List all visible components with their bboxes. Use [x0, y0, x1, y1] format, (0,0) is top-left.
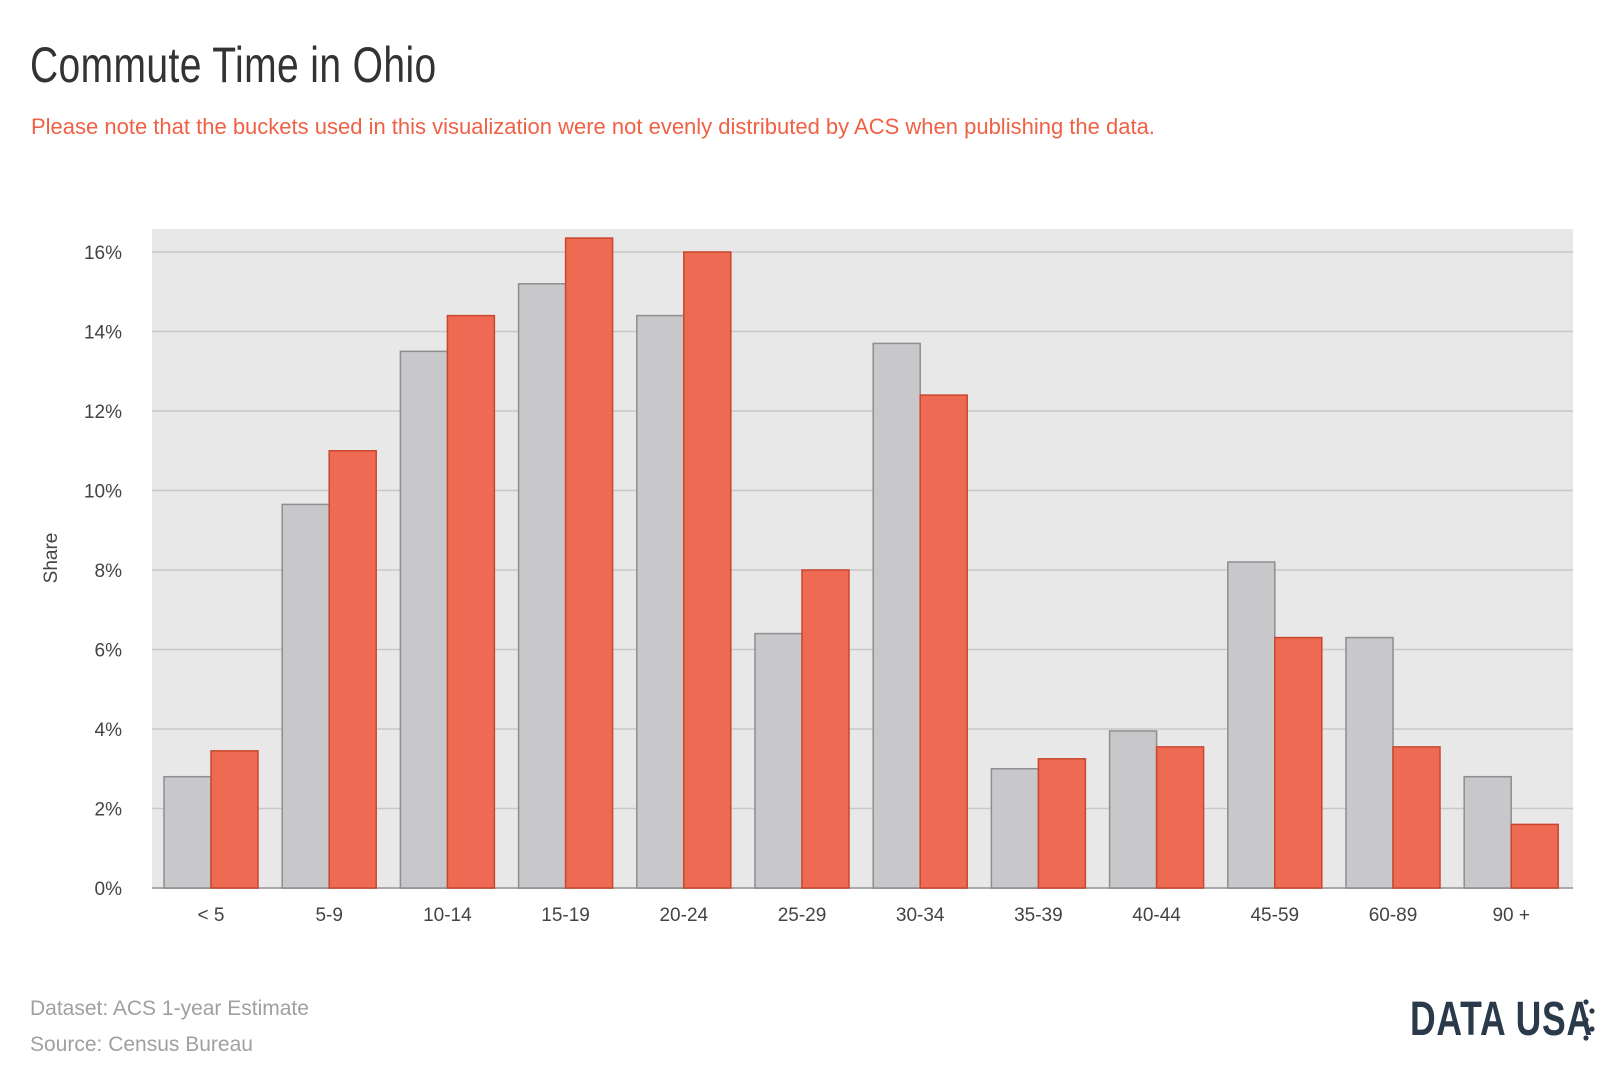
bar-grey[interactable]	[990, 768, 1040, 889]
bar-red[interactable]	[446, 314, 496, 889]
chart-title: Commute Time in Ohio	[30, 37, 437, 93]
bar-red[interactable]	[1155, 746, 1205, 889]
y-tick-label: 12%	[84, 402, 122, 423]
x-tick-label: 45-59	[1250, 905, 1299, 926]
x-tick-label: 60-89	[1369, 905, 1418, 926]
commute-bar-chart: 0% 2% 4% 6% 8% 10% 12% 14% 16% < 5 5-9 10-14 15-19 2…	[41, 229, 1573, 926]
bar-grey[interactable]	[754, 632, 803, 889]
bar-red[interactable]	[1037, 758, 1087, 889]
bar-grey[interactable]	[872, 342, 921, 889]
logo-text: DATA USA	[1410, 992, 1593, 1046]
y-tick-label: 10%	[84, 482, 122, 503]
y-tick-label: 0%	[95, 879, 123, 900]
bar-grey[interactable]	[1108, 730, 1158, 889]
y-tick-label: 16%	[84, 243, 122, 264]
y-tick-label: 8%	[95, 561, 123, 582]
star-dots-icon	[1583, 999, 1595, 1041]
x-tick-label: 35-39	[1014, 905, 1063, 926]
x-tick-label: 20-24	[659, 905, 708, 926]
bar-red[interactable]	[1510, 823, 1559, 889]
x-tick-label: 40-44	[1132, 905, 1181, 926]
x-tick-labels: < 5 5-9 10-14 15-19 20-24 25-29 30-34 35-39 40-4…	[198, 905, 1530, 926]
footer-dataset: Dataset: ACS 1-year Estimate	[30, 997, 309, 1020]
chart-subtitle: Please note that the buckets used in thi…	[31, 114, 1155, 139]
footer-source: Source: Census Bureau	[30, 1033, 253, 1056]
x-tick-label: 10-14	[423, 905, 472, 926]
bar-red[interactable]	[564, 237, 614, 889]
datausa-logo[interactable]: DATA USA	[1410, 990, 1612, 1048]
bar-red[interactable]	[1274, 636, 1323, 889]
bar-grey[interactable]	[1345, 636, 1394, 889]
plot-background	[152, 229, 1573, 888]
bar-red[interactable]	[1392, 746, 1441, 889]
bar-grey[interactable]	[636, 314, 685, 889]
bar-red[interactable]	[210, 750, 259, 889]
bar-grey[interactable]	[1227, 561, 1276, 889]
x-tick-label: < 5	[198, 905, 225, 926]
bars	[163, 237, 1559, 889]
bar-red[interactable]	[919, 394, 968, 889]
y-tick-label: 2%	[95, 800, 123, 821]
x-tick-label: 25-29	[778, 905, 827, 926]
y-tick-labels: 0% 2% 4% 6% 8% 10% 12% 14% 16%	[84, 243, 122, 900]
y-axis-label: Share	[41, 533, 62, 584]
bar-red[interactable]	[801, 569, 850, 889]
bar-grey[interactable]	[163, 775, 212, 889]
gridlines	[152, 251, 1573, 889]
x-tick-label: 15-19	[541, 905, 590, 926]
x-tick-label: 5-9	[315, 905, 342, 926]
bar-grey[interactable]	[1463, 775, 1512, 889]
x-tick-label: 90 +	[1492, 905, 1530, 926]
bar-grey[interactable]	[517, 283, 567, 889]
bar-grey[interactable]	[399, 350, 449, 889]
bar-red[interactable]	[328, 450, 377, 889]
bar-grey[interactable]	[281, 503, 330, 889]
y-tick-label: 14%	[84, 323, 122, 344]
x-tick-label: 30-34	[896, 905, 945, 926]
y-tick-label: 4%	[95, 720, 123, 741]
bar-red[interactable]	[683, 251, 732, 889]
y-tick-label: 6%	[95, 641, 123, 662]
